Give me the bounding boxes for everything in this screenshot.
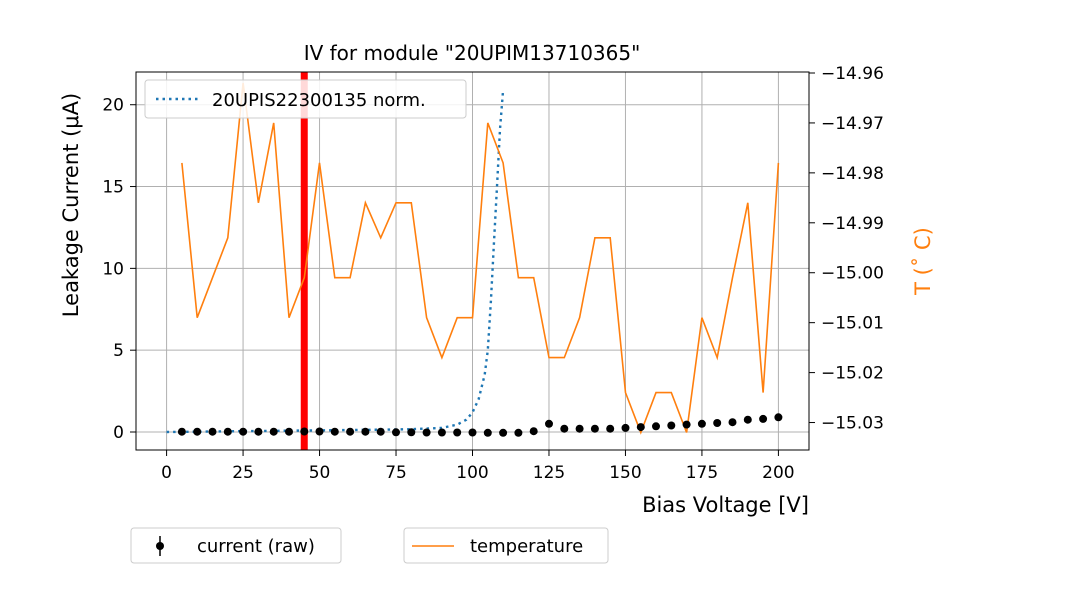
raw-current-point: [590, 424, 599, 433]
x-tick-label: 75: [385, 463, 407, 483]
x-tick-label: 50: [309, 463, 331, 483]
raw-current-point: [193, 427, 202, 436]
raw-current-point: [254, 427, 263, 436]
legend-temperature-label: temperature: [470, 536, 583, 557]
legend-raw-box: [130, 527, 342, 564]
x-tick-label: 0: [161, 463, 172, 483]
raw-current-point: [239, 427, 248, 436]
x-tick-label: 200: [762, 463, 794, 483]
raw-current-point: [223, 427, 232, 436]
legend-raw-label: current (raw): [197, 536, 315, 557]
raw-current-point: [285, 427, 293, 436]
raw-current-point: [575, 424, 584, 433]
raw-current-point: [697, 419, 706, 428]
raw-current-point: [743, 415, 752, 424]
raw-current-point: [636, 423, 645, 432]
series-points-raw-current: [177, 413, 783, 437]
legend-norm-label: 20UPIS22300135 norm.: [212, 90, 426, 111]
legend-temperature: temperature: [403, 527, 609, 564]
raw-current-point: [774, 413, 783, 422]
legend-norm: 20UPIS22300135 norm.: [144, 79, 467, 119]
y-left-axis-label: Leakage Current (μA): [59, 93, 83, 317]
raw-current-point: [330, 427, 339, 436]
raw-current-point: [437, 428, 446, 437]
raw-current-point: [346, 427, 355, 436]
raw-current-point: [392, 428, 400, 437]
raw-current-point: [315, 427, 324, 436]
x-tick-label: 100: [456, 463, 488, 483]
raw-current-point: [652, 422, 660, 431]
x-tick-label: 150: [609, 463, 641, 483]
x-tick-label: 125: [533, 463, 565, 483]
legend-norm-box: [144, 79, 467, 119]
raw-current-point: [376, 427, 385, 436]
raw-current-point: [208, 427, 217, 436]
y-right-tick-label: −15.03: [821, 414, 884, 434]
y-right-tick-label: −15.01: [821, 314, 884, 334]
y-left-axis-ticks: 0 5 10 15 20: [102, 96, 136, 443]
y-left-tick-label: 20: [102, 96, 124, 116]
legend-raw: current (raw): [130, 527, 342, 564]
x-tick-label: 175: [686, 463, 718, 483]
y-left-tick-label: 10: [102, 259, 124, 279]
raw-current-point: [468, 428, 477, 437]
chart-title: IV for module "20UPIM13710365": [304, 41, 641, 65]
raw-current-point: [514, 428, 523, 437]
x-axis-label: Bias Voltage [V]: [642, 493, 809, 517]
legend-raw-marker: [156, 542, 164, 550]
x-axis-ticks: 0 25 50 75 100 125 150 175 200: [161, 450, 795, 483]
legend-temperature-box: [403, 527, 609, 564]
raw-current-point: [499, 428, 508, 437]
y-right-tick-label: −15.02: [821, 364, 884, 384]
y-right-tick-label: −14.98: [821, 164, 884, 184]
y-left-tick-label: 0: [113, 423, 124, 443]
raw-current-point: [560, 424, 569, 433]
y-right-axis-ticks: −14.96 −14.97 −14.98 −14.99 −15.00 −15.01 −15.…: [809, 64, 884, 434]
series-line-norm-current: [166, 89, 505, 434]
raw-current-point: [728, 418, 737, 427]
y-left-tick-label: 5: [113, 341, 124, 361]
raw-current-point: [606, 424, 615, 433]
y-right-tick-label: −14.96: [821, 64, 884, 84]
y-left-tick-label: 15: [102, 178, 124, 198]
raw-current-point: [361, 427, 370, 436]
raw-current-point: [407, 428, 416, 437]
raw-current-point: [483, 428, 492, 437]
raw-current-point: [177, 427, 186, 436]
raw-current-point: [713, 419, 722, 427]
y-right-axis-label: T (˚ C): [911, 227, 935, 296]
y-right-tick-label: −14.97: [821, 114, 884, 134]
y-right-tick-label: −14.99: [821, 214, 884, 234]
raw-current-point: [667, 421, 676, 430]
raw-current-point: [453, 428, 462, 437]
raw-current-point: [300, 427, 309, 436]
series-line-temperature: [181, 82, 780, 435]
raw-current-point: [529, 427, 538, 436]
raw-current-point: [682, 420, 691, 429]
x-tick-label: 25: [232, 463, 254, 483]
raw-current-point: [422, 428, 431, 437]
raw-current-point: [621, 423, 630, 432]
raw-current-point: [545, 419, 553, 428]
raw-current-point: [759, 414, 768, 423]
y-right-tick-label: −15.00: [821, 264, 884, 284]
raw-current-point: [269, 427, 278, 436]
